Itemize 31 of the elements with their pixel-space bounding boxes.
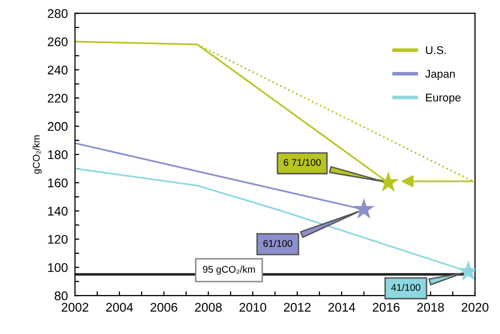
y-tick-label: 200 [48,122,68,131]
annotation: 61/100 [263,240,292,247]
y-tick-label: 280 [48,9,68,18]
x-tick-label: 2014 [328,302,356,312]
x-tick-label: 2006 [150,302,178,312]
y-tick-label: 140 [48,206,68,216]
annotation: 41/100 [391,284,420,291]
y-tick-label: 180 [48,150,68,160]
x-tick-label: 2008 [195,302,222,312]
point [353,198,375,219]
y-tick-label: 160 [48,178,68,188]
x-tick-label: 2018 [417,302,444,312]
legend-label: Europe [426,94,461,104]
y-tick-label: 100 [48,263,68,272]
legend-label: U.S. [426,46,446,54]
x-tick-label: 2016 [372,302,400,312]
y-tick-label: 80 [54,291,68,300]
x-tick-label: 2020 [462,302,488,312]
annotation: 6 71/100 [284,158,321,166]
y-tick-label: 220 [48,94,68,103]
y-axis-title: gCO₂/km [32,135,42,174]
x-tick-label: 2002 [62,302,88,312]
y-tick-label: 240 [48,66,68,74]
y-tick-label: 120 [48,234,68,244]
ref-line-label: 95 gCO₂/km [202,266,255,275]
y-tick-label: 260 [48,37,68,46]
point [378,172,399,192]
legend-label: Japan [425,70,455,80]
x-tick-label: 2012 [284,302,310,312]
x-tick-label: 2010 [240,302,266,312]
x-tick-label: 2004 [106,302,133,312]
